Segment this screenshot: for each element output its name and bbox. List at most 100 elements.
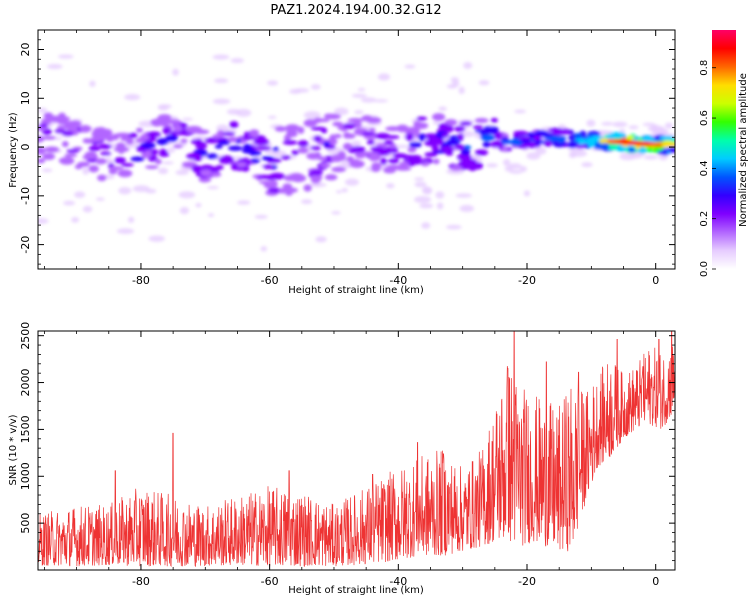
heatmap-cell bbox=[217, 139, 231, 146]
heatmap-cell bbox=[115, 132, 131, 138]
snr-x-axis-label: Height of straight line (km) bbox=[288, 585, 424, 596]
heatmap-cell bbox=[226, 108, 241, 115]
heatmap-cell bbox=[513, 131, 520, 137]
colorbar-tick-label: 0.8 bbox=[699, 60, 710, 76]
heatmap-cell bbox=[190, 139, 200, 145]
heatmap-cell bbox=[508, 163, 522, 170]
heatmap-cell bbox=[132, 185, 150, 193]
heatmap-cell bbox=[408, 154, 422, 161]
heatmap-cell bbox=[98, 143, 112, 150]
heatmap-cell bbox=[89, 80, 96, 87]
heatmap-cell bbox=[362, 151, 379, 156]
heatmap-cell bbox=[446, 84, 458, 89]
heatmap-cell bbox=[478, 80, 490, 86]
heatmap-cell bbox=[482, 141, 491, 148]
heatmap-cell bbox=[501, 136, 509, 142]
heatmap-cell bbox=[267, 115, 277, 119]
heatmap-cell bbox=[331, 166, 347, 173]
snr-y-tick-label: 500 bbox=[19, 513, 32, 534]
heatmap-cell bbox=[626, 135, 635, 141]
heatmap-marks bbox=[38, 54, 675, 252]
heatmap-cell bbox=[332, 121, 344, 127]
heatmap-cell bbox=[172, 68, 179, 76]
heatmap-cell bbox=[408, 141, 422, 148]
heatmap-cell bbox=[535, 147, 547, 155]
heatmap-cell bbox=[543, 140, 553, 147]
spectrogram-x-tick-label: -60 bbox=[261, 274, 279, 287]
heatmap-cell bbox=[191, 165, 202, 173]
heatmap-cell bbox=[441, 145, 455, 153]
heatmap-cell bbox=[280, 155, 291, 160]
heatmap-cell bbox=[574, 143, 587, 149]
snr-y-tick-label: 1000 bbox=[19, 462, 32, 490]
heatmap-cell bbox=[558, 142, 567, 147]
heatmap-cell bbox=[459, 121, 473, 126]
heatmap-cell bbox=[317, 118, 330, 123]
heatmap-cell bbox=[414, 195, 432, 204]
heatmap-cell bbox=[460, 148, 471, 156]
heatmap-cell bbox=[556, 135, 566, 143]
heatmap-cell bbox=[366, 139, 375, 145]
heatmap-cell bbox=[120, 136, 129, 142]
heatmap-cell bbox=[509, 169, 523, 174]
heatmap-cell bbox=[173, 124, 182, 133]
heatmap-cell bbox=[254, 214, 268, 219]
heatmap-cell bbox=[58, 158, 73, 163]
heatmap-cell bbox=[568, 141, 578, 149]
heatmap-cell bbox=[268, 180, 278, 188]
colorbar-ticks: 0.0 0.2 0.4 0.6 0.8 bbox=[699, 60, 716, 277]
heatmap-cell bbox=[472, 125, 484, 129]
heatmap-cell bbox=[124, 94, 141, 101]
heatmap-cell bbox=[297, 140, 309, 148]
spectrogram-y-tick-label: 10 bbox=[19, 91, 32, 105]
heatmap-cell bbox=[66, 149, 80, 153]
heatmap-cell bbox=[352, 158, 360, 167]
heatmap-cell bbox=[310, 84, 321, 90]
heatmap-cell bbox=[283, 174, 298, 182]
heatmap-cell bbox=[303, 119, 318, 127]
heatmap-cell bbox=[370, 146, 385, 151]
heatmap-cell bbox=[456, 155, 466, 160]
heatmap-cell bbox=[82, 167, 90, 175]
heatmap-cell bbox=[239, 136, 256, 141]
heatmap-cell bbox=[301, 199, 313, 205]
heatmap-cell bbox=[282, 140, 298, 146]
heatmap-cell bbox=[291, 149, 299, 156]
heatmap-cell bbox=[227, 136, 238, 143]
heatmap-cell bbox=[158, 152, 170, 157]
heatmap-cell bbox=[105, 157, 112, 164]
heatmap-cell bbox=[387, 158, 400, 164]
heatmap-cell bbox=[100, 128, 113, 137]
heatmap-cell bbox=[250, 158, 261, 164]
heatmap-cell bbox=[600, 143, 610, 150]
heatmap-cell bbox=[166, 147, 176, 153]
spectrogram-x-tick-label: -80 bbox=[132, 274, 150, 287]
heatmap-cell bbox=[474, 118, 489, 124]
heatmap-cell bbox=[252, 146, 264, 150]
heatmap-cell bbox=[165, 119, 182, 125]
heatmap-cell bbox=[503, 158, 511, 166]
heatmap-cell bbox=[519, 166, 527, 173]
heatmap-cell bbox=[191, 135, 208, 141]
heatmap-cell bbox=[638, 147, 647, 154]
heatmap-cell bbox=[468, 164, 477, 172]
snr-x-tick-label: 0 bbox=[652, 575, 659, 588]
heatmap-cell bbox=[58, 54, 74, 59]
heatmap-cell bbox=[118, 186, 132, 195]
spectrogram-y-ticks: -20 -10 0 10 20 bbox=[19, 29, 675, 265]
heatmap-cell bbox=[480, 134, 496, 141]
heatmap-cell bbox=[574, 132, 583, 140]
heatmap-cell bbox=[139, 134, 150, 141]
heatmap-cell bbox=[310, 145, 321, 151]
heatmap-cell bbox=[145, 165, 159, 170]
heatmap-cell bbox=[642, 135, 654, 143]
heatmap-cell bbox=[178, 191, 196, 199]
heatmap-cell bbox=[455, 193, 472, 198]
heatmap-cell bbox=[214, 144, 223, 149]
heatmap-cell bbox=[180, 138, 188, 144]
heatmap-cell bbox=[147, 131, 162, 138]
heatmap-cell bbox=[445, 138, 460, 146]
heatmap-cell bbox=[156, 138, 169, 146]
heatmap-cell bbox=[157, 104, 172, 109]
